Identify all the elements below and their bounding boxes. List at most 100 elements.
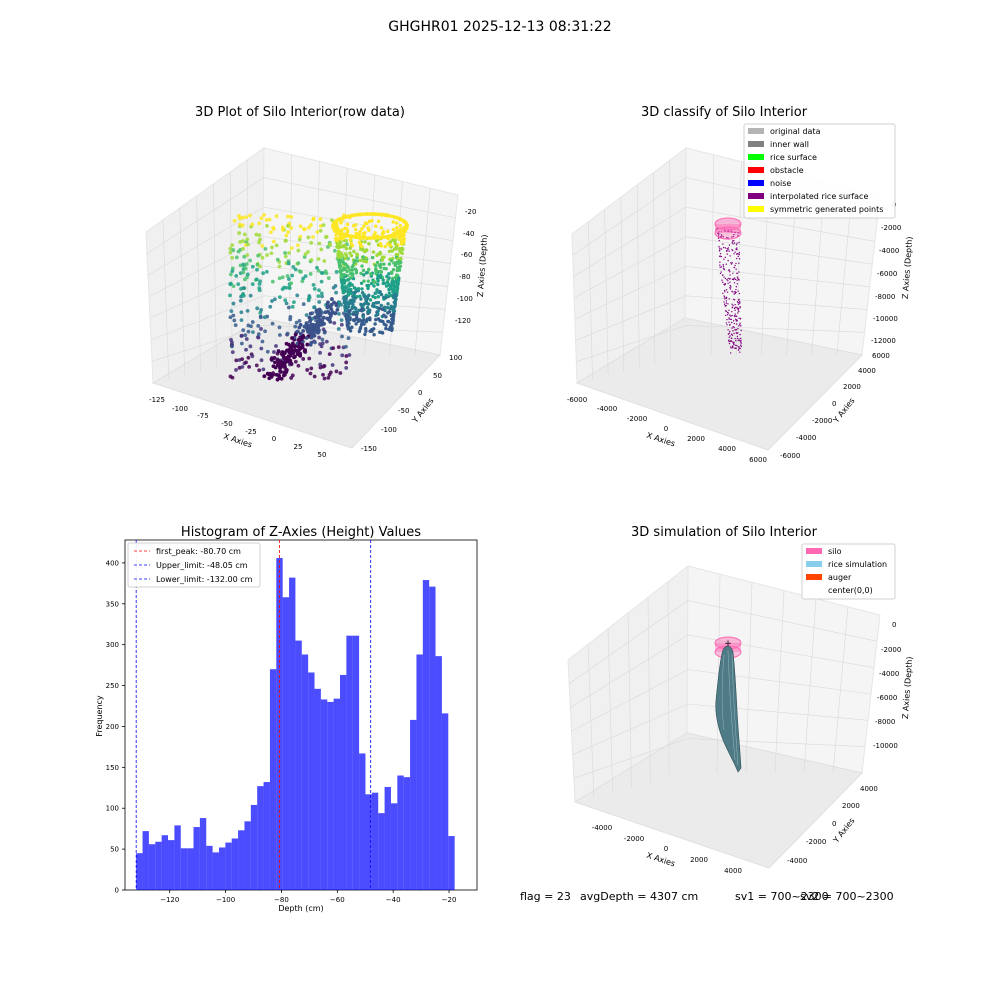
raw-point	[289, 215, 294, 219]
pane-gridline	[574, 265, 870, 320]
raw-point	[348, 329, 353, 333]
histogram-bar	[390, 803, 398, 890]
raw-point	[244, 360, 248, 365]
raw-point	[390, 279, 395, 283]
raw-point	[228, 315, 233, 320]
raw-point	[278, 360, 283, 365]
raw-point	[360, 264, 364, 268]
histogram-legend-label: Upper_limit: -48.05 cm	[156, 561, 248, 570]
histogram-bar	[161, 835, 169, 890]
classify-point	[729, 314, 731, 316]
classify-x-axis-label: X Axies	[645, 431, 676, 449]
histogram-bar	[282, 597, 290, 890]
histogram-bar	[244, 821, 251, 890]
simulation-x-tick-labels: -4000 -2000 0 2000 4000	[592, 824, 742, 875]
classify-point	[733, 342, 735, 344]
raw-point	[401, 234, 405, 238]
raw-point	[390, 271, 394, 275]
raw-point	[259, 308, 264, 312]
raw-point	[351, 276, 356, 281]
raw-point	[322, 330, 327, 335]
classify-x-tick: 4000	[718, 445, 736, 453]
raw-point	[321, 364, 326, 369]
raw-point	[318, 362, 323, 367]
classify-point	[739, 344, 742, 346]
raw-x-tick: 25	[294, 443, 303, 451]
raw-point	[381, 230, 386, 235]
simulation-x-tick: 0	[664, 845, 668, 853]
raw-point	[268, 230, 273, 235]
raw-point	[385, 305, 390, 310]
raw-point	[348, 246, 352, 250]
raw-point	[321, 372, 325, 377]
raw-point	[357, 240, 362, 244]
classify-point	[738, 324, 741, 326]
classify-point	[720, 255, 723, 258]
raw-y-tick: 50	[433, 372, 442, 380]
raw-point	[330, 218, 334, 223]
simulation-x-tick: 4000	[724, 867, 742, 875]
raw-point	[362, 273, 366, 277]
histogram-bar	[289, 577, 296, 890]
raw-point	[272, 350, 276, 354]
raw-point	[359, 302, 363, 307]
raw-point	[302, 255, 307, 259]
raw-point	[248, 213, 252, 218]
classify-point	[732, 243, 734, 245]
classify-point	[728, 271, 731, 273]
raw-point	[376, 282, 380, 287]
pane-gridline	[573, 236, 873, 299]
raw-point	[340, 228, 344, 232]
raw-point	[280, 275, 285, 280]
raw-point	[275, 257, 280, 262]
raw-point	[397, 268, 402, 272]
raw-point	[239, 341, 244, 346]
histogram-bar	[410, 719, 417, 890]
classify-point	[739, 302, 741, 304]
raw-point	[334, 303, 339, 308]
classify-point	[732, 249, 734, 252]
raw-point	[298, 331, 303, 336]
classify-point	[735, 268, 737, 270]
raw-point	[327, 352, 332, 357]
raw-point	[344, 285, 348, 289]
raw-point	[344, 246, 349, 251]
classify-point	[736, 247, 738, 249]
raw-point	[230, 340, 234, 345]
raw-point	[387, 234, 391, 239]
classify-point	[727, 259, 729, 262]
raw-point	[362, 279, 366, 283]
classify-point	[720, 233, 723, 236]
classify-point	[732, 235, 735, 238]
raw-point	[302, 349, 307, 354]
raw-point	[365, 301, 369, 306]
raw-point	[237, 213, 241, 218]
classify-legend-label: symmetric generated points	[770, 205, 883, 214]
raw-point	[306, 249, 310, 254]
simulation-rice-surface	[715, 645, 742, 773]
classify-point	[734, 292, 736, 295]
classify-z-tick: -2000	[881, 224, 901, 232]
simulation-legend: silo rice simulation auger center(0,0)	[801, 543, 896, 600]
raw-point	[270, 321, 275, 326]
raw-point	[308, 311, 313, 316]
raw-point	[398, 223, 403, 228]
classify-point	[718, 246, 720, 248]
raw-point	[397, 236, 401, 240]
raw-point	[392, 312, 396, 316]
histogram-y-ticks: 0 50 100 150 200 250 300 350 400	[106, 559, 125, 895]
raw-point	[316, 294, 321, 299]
raw-point	[280, 225, 285, 230]
raw-point	[372, 284, 376, 288]
raw-point	[365, 305, 370, 310]
raw-point	[244, 262, 249, 266]
classify-point	[723, 276, 725, 278]
raw-point	[374, 224, 378, 228]
simulation-z-tick: 0	[892, 621, 896, 629]
raw-point	[345, 222, 350, 227]
raw-point	[330, 297, 334, 301]
raw-point	[342, 280, 347, 284]
raw-point	[373, 295, 377, 300]
classify-point	[731, 303, 733, 305]
classify-point	[725, 302, 728, 304]
